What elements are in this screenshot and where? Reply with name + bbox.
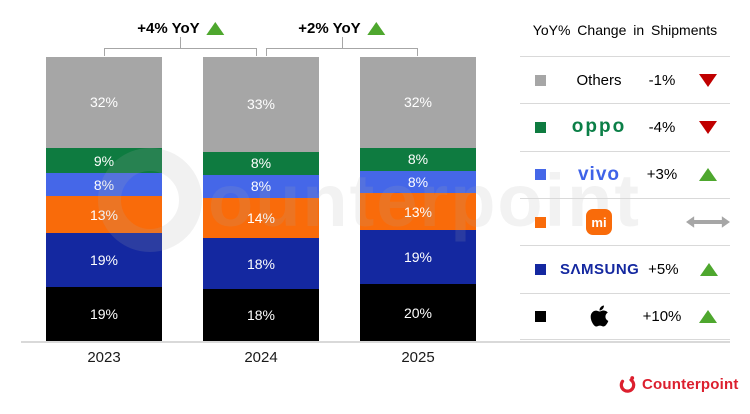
down-triangle-icon [686, 73, 730, 87]
bracket-stem [180, 37, 181, 49]
bar-2023: 32% 9% 8% 13% 19% 19% [46, 57, 162, 341]
segment-samsung-2023: 19% [46, 233, 162, 287]
samsung-yoy-value: +5% [648, 260, 679, 278]
segment-oppo-2023: 9% [46, 147, 162, 174]
segment-value-label: 32% [89, 94, 119, 111]
segment-others-2024: 33% [203, 57, 319, 152]
x-axis-labels: 2023 2024 2025 [46, 349, 476, 366]
x-axis-label-2025: 2025 [401, 349, 435, 366]
segment-value-label: 14% [246, 209, 276, 226]
x-axis-label-2024: 2024 [244, 349, 278, 366]
segment-value-label: 8% [250, 155, 272, 172]
segment-value-label: 19% [89, 252, 119, 269]
segment-value-label: 19% [403, 249, 433, 266]
segment-oppo-2025: 8% [360, 147, 476, 171]
legend-row-oppo: oppo -4% [520, 103, 730, 150]
up-triangle-icon [367, 22, 386, 35]
others-yoy-value: -1% [648, 71, 676, 89]
oppo-yoy-value: -4% [648, 118, 676, 136]
up-triangle-icon [686, 309, 730, 323]
x-axis-line [21, 341, 730, 343]
segment-apple-2024: 18% [203, 289, 319, 341]
counterpoint-logo: Counterpoint [618, 375, 739, 394]
counterpoint-wordmark: Counterpoint [642, 376, 739, 393]
samsung-logo: SΛMSUNG [560, 260, 640, 278]
legend-row-others: Others -1% [520, 56, 730, 103]
xiaomi-mi-logo: mi [586, 209, 612, 236]
vivo-color-swatch [535, 169, 546, 181]
oppo-color-swatch [535, 121, 546, 133]
segment-value-label: 8% [407, 173, 429, 190]
segment-value-label: 8% [407, 151, 429, 168]
segment-oppo-2024: 8% [203, 151, 319, 175]
bars: 32% 9% 8% 13% 19% 19% 33% 8% 8% 14% 18% 18% 32% 8% 8% 1… [46, 57, 476, 341]
bar-2024: 33% 8% 8% 14% 18% 18% [203, 57, 319, 341]
segment-others-2023: 32% [46, 57, 162, 148]
segment-value-label: 13% [403, 203, 433, 220]
segment-vivo-2024: 8% [203, 174, 319, 198]
up-triangle-icon [687, 262, 731, 276]
vivo-logo: vivo [577, 163, 621, 185]
segment-apple-2025: 20% [360, 284, 476, 341]
legend-rows: Others -1% oppo -4% vivo +3% mi [520, 56, 730, 340]
segment-value-label: 32% [403, 94, 433, 111]
segment-value-label: 8% [250, 178, 272, 195]
legend-row-xiaomi: mi [520, 197, 730, 245]
oppo-logo: oppo [571, 116, 627, 138]
yoy-annotation-text: +2% YoY [298, 20, 361, 37]
yoy-annotation-text: +4% YoY [137, 20, 200, 37]
segment-value-label: 20% [403, 304, 433, 321]
legend-row-vivo: vivo +3% [520, 150, 730, 198]
up-triangle-icon [686, 168, 730, 182]
apple-color-swatch [535, 310, 546, 322]
segment-apple-2023: 19% [46, 287, 162, 341]
yoy-annotation-2023-2024: +4% YoY [137, 20, 225, 37]
flat-arrow-icon [686, 215, 730, 229]
counterpoint-icon [619, 376, 636, 393]
segment-value-label: 8% [93, 176, 115, 193]
segment-samsung-2025: 19% [360, 230, 476, 285]
vivo-yoy-value: +3% [646, 166, 678, 184]
segment-others-2025: 32% [360, 57, 476, 148]
segment-xiaomi-2024: 14% [203, 197, 319, 238]
x-axis-label-2023: 2023 [87, 349, 121, 366]
apple-yoy-value: +10% [642, 307, 682, 325]
bracket-2024-2025 [266, 48, 418, 56]
bar-2025: 32% 8% 8% 13% 19% 20% [360, 57, 476, 341]
bracket-2023-2024 [104, 48, 257, 56]
up-triangle-icon [206, 22, 225, 35]
segment-value-label: 13% [89, 206, 119, 223]
legend-row-samsung: SΛMSUNG +5% [520, 245, 730, 292]
others-color-swatch [535, 74, 546, 86]
segment-xiaomi-2023: 13% [46, 196, 162, 234]
segment-value-label: 19% [89, 305, 119, 322]
others-label: Others [576, 71, 622, 89]
segment-xiaomi-2025: 13% [360, 193, 476, 231]
segment-value-label: 33% [246, 96, 276, 113]
segment-value-label: 18% [246, 307, 276, 324]
segment-vivo-2023: 8% [46, 173, 162, 197]
xiaomi-color-swatch [535, 216, 546, 228]
apple-logo-icon [590, 304, 609, 328]
segment-value-label: 9% [93, 152, 115, 169]
yoy-annotation-2024-2025: +2% YoY [298, 20, 386, 37]
legend-title: YoY% Change in Shipments [532, 22, 718, 38]
down-triangle-icon [686, 120, 730, 134]
samsung-color-swatch [535, 263, 546, 275]
segment-vivo-2025: 8% [360, 170, 476, 194]
segment-samsung-2024: 18% [203, 237, 319, 290]
bracket-stem [342, 37, 343, 49]
segment-value-label: 18% [246, 255, 276, 272]
legend-row-apple: +10% [520, 292, 730, 340]
